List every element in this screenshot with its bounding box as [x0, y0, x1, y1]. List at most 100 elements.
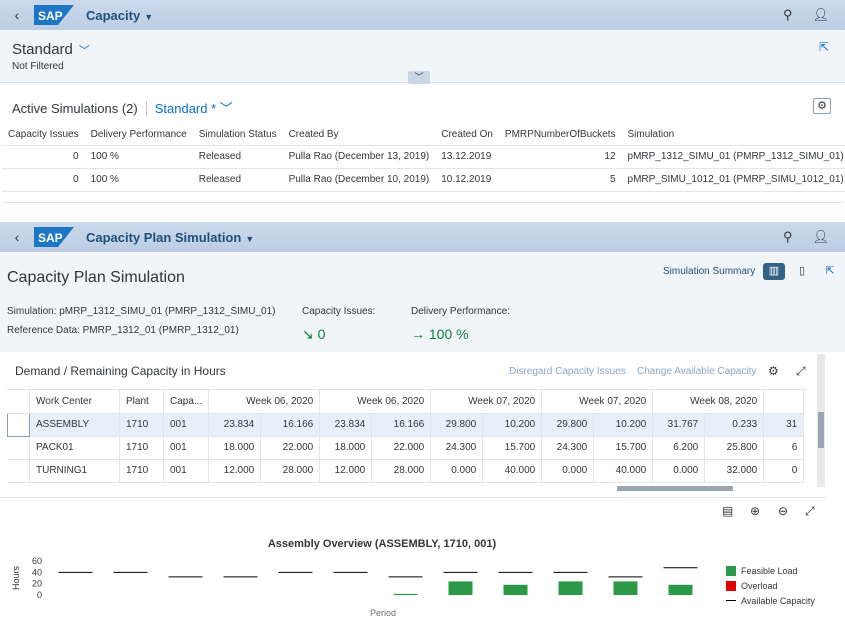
- column-header[interactable]: Created By: [282, 124, 436, 146]
- row-selector[interactable]: [7, 412, 30, 437]
- legend-item[interactable]: Feasible Load: [726, 563, 815, 578]
- share-icon[interactable]: ⇱: [818, 40, 829, 54]
- column-header[interactable]: Week 06, 2020: [319, 390, 432, 414]
- cell: 0.000: [430, 459, 484, 483]
- zoom-in-icon[interactable]: ⊕: [750, 504, 761, 518]
- table-row[interactable]: 0 100 % Released Pulla Rao (December 13,…: [2, 145, 845, 169]
- cell: Pulla Rao (December 10, 2019): [282, 168, 436, 192]
- simulation-summary-link[interactable]: Simulation Summary: [663, 266, 756, 277]
- table-variant-selector[interactable]: Standard * ﹀: [145, 101, 233, 116]
- cell: 29.800: [541, 413, 595, 437]
- legend-swatch: [726, 580, 736, 591]
- sap-logo[interactable]: SAP: [34, 5, 74, 25]
- fullscreen-icon[interactable]: ⤢: [805, 504, 815, 518]
- cell: 10.200: [482, 413, 543, 437]
- reference-field: Reference Data: PMRP_1312_01 (PMRP_1312_…: [7, 325, 239, 336]
- user-icon[interactable]: 👤︎: [812, 229, 829, 244]
- change-available-capacity-button[interactable]: Change Available Capacity: [637, 366, 757, 377]
- horizontal-scrollbar[interactable]: [617, 486, 733, 491]
- cell: Released: [192, 168, 283, 192]
- row-selector[interactable]: [7, 459, 30, 483]
- feasible-load-bar[interactable]: [558, 581, 583, 595]
- search-icon[interactable]: ⚲: [782, 229, 793, 244]
- user-icon[interactable]: 👤︎: [812, 7, 829, 22]
- vertical-scrollbar[interactable]: [817, 354, 825, 487]
- feasible-load-bar[interactable]: [668, 584, 693, 595]
- table-title: Active Simulations (2): [12, 101, 138, 116]
- cell: 100 %: [84, 168, 193, 192]
- table-row[interactable]: ASSEMBLY 1710 001 23.834 16.166 23.834 1…: [7, 412, 805, 437]
- demand-card: Demand / Remaining Capacity in Hours Dis…: [0, 354, 826, 494]
- collapse-header-button[interactable]: ﹀: [408, 71, 430, 84]
- side-panel-icon[interactable]: ▯: [798, 265, 806, 277]
- delivery-kpi: → 100 %: [411, 326, 469, 342]
- cell: 15.700: [593, 436, 654, 460]
- capacity-grid: Work Center Plant Capa... Week 06, 2020 …: [7, 389, 807, 489]
- assembly-chart: Assembly Overview (ASSEMBLY, 1710, 001) …: [0, 526, 826, 621]
- app-title[interactable]: Capacity Plan Simulation ▼: [86, 230, 254, 245]
- back-icon[interactable]: ‹: [14, 7, 20, 23]
- row-selector[interactable]: [7, 436, 30, 460]
- column-header[interactable]: Week 08, 2020: [652, 390, 765, 414]
- scrollbar-thumb[interactable]: [818, 412, 824, 448]
- simulations-table: Capacity Issues Delivery Performance Sim…: [2, 124, 845, 192]
- fullscreen-icon[interactable]: ⤢: [796, 364, 806, 378]
- feasible-load-bar[interactable]: [393, 593, 418, 595]
- cell: pMRP_1312_SIMU_01 (PMRP_1312_SIMU_01): [621, 145, 845, 169]
- row-selector-header[interactable]: [7, 390, 30, 414]
- caret-down-icon: ▼: [245, 233, 255, 244]
- cell: 1710: [119, 436, 164, 460]
- cell: 23.834: [319, 413, 373, 437]
- column-header[interactable]: Plant: [119, 390, 164, 414]
- settings-icon[interactable]: ⚙: [813, 98, 831, 114]
- column-header[interactable]: Simulation: [621, 124, 845, 146]
- column-header[interactable]: [763, 390, 805, 414]
- cell: 40.000: [593, 459, 654, 483]
- legend-item[interactable]: Available Capacity: [726, 593, 815, 608]
- legend-toggle-icon[interactable]: ▤: [722, 504, 734, 518]
- table-row[interactable]: PACK01 1710 001 18.000 22.000 18.000 22.…: [7, 436, 805, 460]
- table-row[interactable]: 0 100 % Released Pulla Rao (December 10,…: [2, 168, 845, 192]
- column-header[interactable]: Created On: [435, 124, 499, 146]
- sap-logo[interactable]: SAP: [34, 227, 74, 247]
- cell: 0.233: [704, 413, 765, 437]
- back-icon[interactable]: ‹: [14, 229, 20, 245]
- app-title[interactable]: Capacity ▼: [86, 8, 153, 23]
- feasible-load-bar[interactable]: [503, 584, 528, 595]
- column-header[interactable]: Simulation Status: [192, 124, 283, 146]
- column-header[interactable]: Week 07, 2020: [541, 390, 654, 414]
- disregard-capacity-issues-button[interactable]: Disregard Capacity Issues: [509, 366, 626, 377]
- cell: 12.000: [319, 459, 373, 483]
- column-header[interactable]: Week 06, 2020: [208, 390, 321, 414]
- table-row[interactable]: TURNING1 1710 001 12.000 28.000 12.000 2…: [7, 459, 805, 483]
- share-icon[interactable]: ⇱: [825, 265, 835, 277]
- settings-icon[interactable]: ⚙: [768, 364, 779, 378]
- cell: 31.767: [652, 413, 706, 437]
- svg-text:SAP: SAP: [38, 9, 63, 23]
- cell: 24.300: [541, 436, 595, 460]
- cell: 10.200: [593, 413, 654, 437]
- cell: 18.000: [319, 436, 373, 460]
- feasible-load-bar[interactable]: [613, 581, 638, 595]
- column-header[interactable]: Capa...: [163, 390, 210, 414]
- zoom-out-icon[interactable]: ⊖: [778, 504, 789, 518]
- chart-view-icon[interactable]: ▥: [763, 263, 785, 280]
- app-title-text: Capacity: [86, 7, 141, 23]
- capacity-issues-kpi: ↘ 0: [302, 326, 325, 343]
- legend-item[interactable]: Overload: [726, 578, 815, 593]
- column-header[interactable]: Capacity Issues: [2, 124, 85, 146]
- cell: 25.800: [704, 436, 765, 460]
- shell-bar-2: ‹ SAP Capacity Plan Simulation ▼ ⚲ 👤︎: [0, 222, 845, 252]
- cell: 31: [763, 413, 805, 437]
- column-header[interactable]: Week 07, 2020: [430, 390, 543, 414]
- y-tick-label: 0: [37, 590, 42, 600]
- cell: 12.000: [208, 459, 262, 483]
- cell: 100 %: [84, 145, 193, 169]
- column-header[interactable]: Work Center: [29, 390, 120, 414]
- column-header[interactable]: PMRPNumberOfBuckets: [498, 124, 622, 146]
- variant-selector[interactable]: Standard ﹀: [12, 41, 90, 58]
- feasible-load-bar[interactable]: [448, 581, 473, 595]
- cell: 5: [498, 168, 622, 192]
- search-icon[interactable]: ⚲: [782, 7, 793, 22]
- column-header[interactable]: Delivery Performance: [84, 124, 193, 146]
